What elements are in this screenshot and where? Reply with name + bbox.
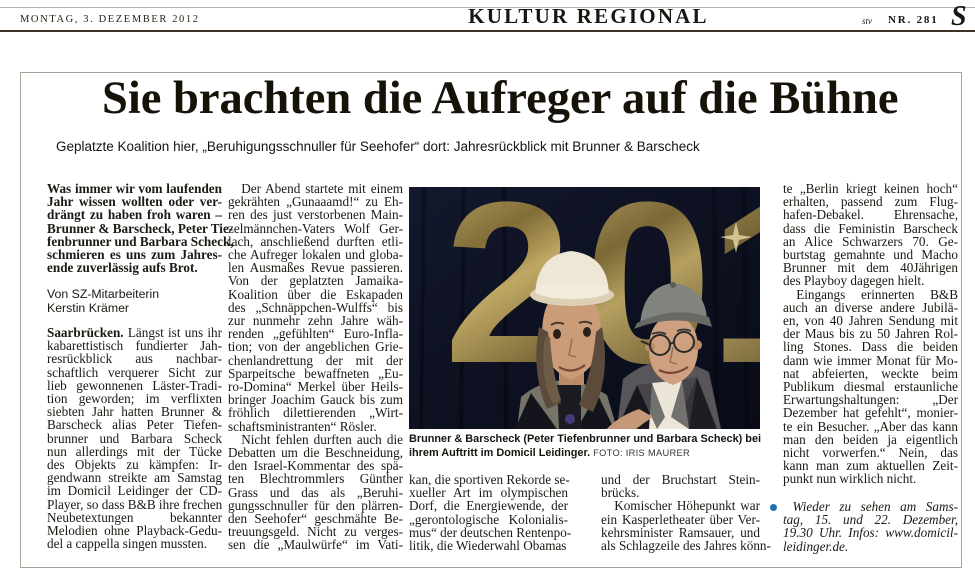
svg-text:1: 1	[709, 187, 760, 411]
